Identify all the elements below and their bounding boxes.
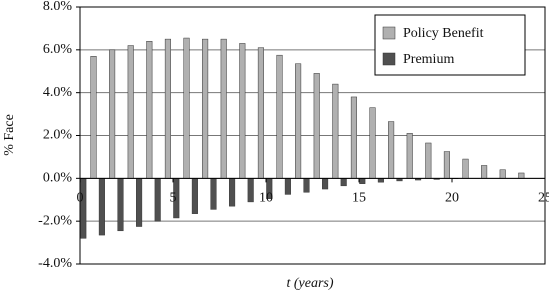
- bar: [388, 121, 395, 179]
- legend-box: [374, 14, 526, 76]
- legend-swatch: [382, 52, 396, 66]
- y-axis-label: % Face: [2, 114, 17, 156]
- legend-swatch: [382, 26, 396, 40]
- y-tick-label: -2.0%: [38, 213, 72, 228]
- bar: [109, 49, 116, 179]
- y-tick-label: 0.0%: [43, 171, 73, 186]
- bar: [239, 43, 246, 179]
- bar: [220, 38, 227, 179]
- bar: [284, 178, 291, 195]
- bar: [350, 96, 357, 179]
- bar: [229, 178, 236, 207]
- bar: [257, 47, 264, 179]
- x-tick-label: 15: [352, 191, 366, 206]
- bar: [164, 38, 171, 179]
- bar: [443, 151, 450, 179]
- y-tick-label: 4.0%: [43, 85, 73, 100]
- legend-label: Policy Benefit: [403, 26, 484, 41]
- bar: [313, 73, 320, 179]
- bar: [136, 178, 143, 227]
- bar: [340, 178, 347, 187]
- bar: [202, 38, 209, 179]
- x-tick-label: 5: [170, 191, 177, 206]
- x-tick-label: 20: [445, 191, 459, 206]
- bar: [191, 178, 198, 214]
- bar: [90, 56, 97, 179]
- x-tick-label: 25: [538, 191, 549, 206]
- bar: [98, 178, 105, 236]
- bar: [499, 169, 506, 179]
- bar: [369, 107, 376, 179]
- bar: [359, 178, 366, 184]
- bar: [425, 142, 432, 179]
- y-tick-label: 8.0%: [43, 0, 73, 14]
- x-tick-label: 0: [77, 191, 84, 206]
- bar: [117, 178, 124, 232]
- bar: [518, 172, 525, 179]
- bar: [210, 178, 217, 210]
- x-axis-label: t (years): [286, 276, 333, 291]
- bar: [295, 63, 302, 179]
- bar: [332, 83, 339, 179]
- bar: [154, 178, 161, 222]
- y-tick-label: 2.0%: [43, 128, 73, 143]
- bar: [377, 178, 384, 183]
- bar: [406, 133, 413, 179]
- bar: [462, 158, 469, 179]
- bar: [322, 178, 329, 190]
- y-tick-label: 6.0%: [43, 42, 73, 57]
- legend-label: Premium: [403, 52, 454, 67]
- bar: [303, 178, 310, 193]
- bar: [127, 45, 134, 179]
- bar: [80, 178, 87, 239]
- y-tick-label: -4.0%: [38, 256, 72, 271]
- bar: [481, 165, 488, 179]
- bar: [146, 41, 153, 179]
- bar: [247, 178, 254, 203]
- bar: [276, 54, 283, 179]
- x-tick-label: 10: [259, 191, 273, 206]
- bar: [183, 37, 190, 179]
- plot-border: [79, 6, 546, 265]
